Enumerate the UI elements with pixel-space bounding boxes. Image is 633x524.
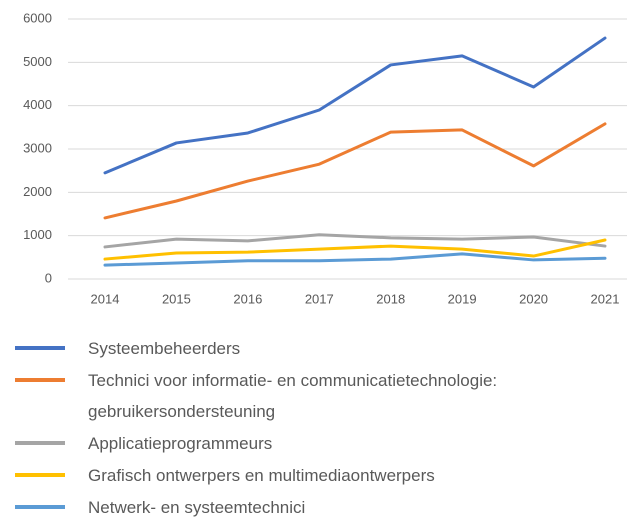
y-tick-label: 1000 [23, 227, 52, 242]
x-tick-label: 2015 [162, 291, 191, 306]
y-tick-label: 6000 [23, 10, 52, 25]
legend-swatch [15, 505, 65, 509]
y-tick-label: 0 [45, 270, 52, 285]
series-line [103, 238, 607, 261]
series-line [103, 233, 607, 249]
x-tick-label: 2019 [448, 291, 477, 306]
legend-item: Applicatieprogrammeurs [0, 428, 633, 459]
legend-label: Netwerk- en systeemtechnici [88, 498, 306, 517]
x-tick-label: 2014 [91, 291, 120, 306]
legend-item: Grafisch ontwerpers en multimediaontwerp… [0, 460, 633, 491]
y-tick-label: 2000 [23, 184, 52, 199]
legend-label: Applicatieprogrammeurs [88, 434, 273, 453]
legend: Systeembeheerders Technici voor informati… [0, 333, 633, 524]
x-tick-label: 2016 [233, 291, 262, 306]
x-tick-label: 2020 [519, 291, 548, 306]
legend-label: Technici voor informatie- en communicati… [88, 371, 498, 421]
x-tick-label: 2018 [376, 291, 405, 306]
x-tick-label: 2017 [305, 291, 334, 306]
legend-swatch [15, 473, 65, 477]
legend-swatch [15, 441, 65, 445]
y-tick-label: 3000 [23, 140, 52, 155]
legend-label: Grafisch ontwerpers en multimediaontwerp… [88, 466, 435, 485]
legend-label: Systeembeheerders [88, 339, 241, 358]
series-line [103, 36, 607, 175]
chart: 0 1000 2000 3000 4000 5000 6000 2014 2015 2016 201… [23, 10, 627, 306]
y-tick-label: 4000 [23, 97, 52, 112]
series-line [103, 252, 607, 267]
legend-item: Systeembeheerders [0, 333, 633, 364]
y-tick-label: 5000 [23, 54, 52, 69]
legend-item: Technici voor informatie- en communicati… [0, 365, 633, 427]
legend-item: Netwerk- en systeemtechnici [0, 492, 633, 523]
x-tick-label: 2021 [591, 291, 620, 306]
legend-swatch [15, 378, 65, 382]
legend-swatch [15, 346, 65, 350]
series-line [103, 122, 607, 220]
